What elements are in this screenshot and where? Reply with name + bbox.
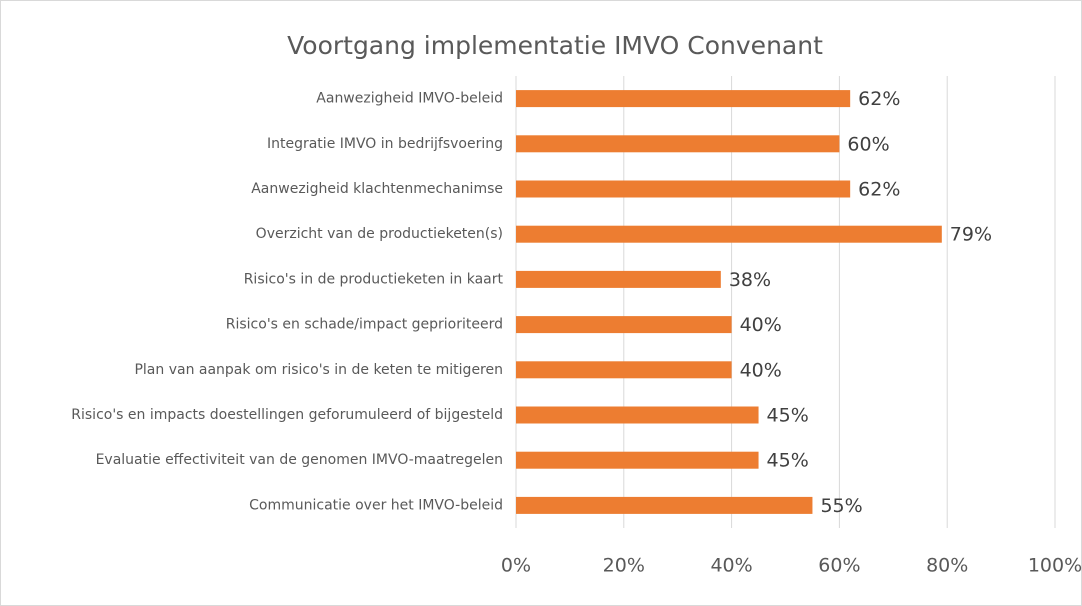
data-label: 79%	[950, 224, 992, 246]
bar	[516, 406, 759, 424]
y-tick-label: Aanwezigheid IMVO-beleid	[316, 91, 503, 107]
data-label: 40%	[740, 314, 782, 336]
data-label: 62%	[858, 179, 900, 201]
bar	[516, 316, 732, 334]
y-tick-label: Aanwezigheid klachtenmechanimse	[251, 181, 503, 197]
y-tick-label: Integratie IMVO in bedrijfsvoering	[267, 136, 503, 152]
data-label: 55%	[820, 495, 862, 517]
bar	[516, 90, 851, 108]
x-tick-label: 100%	[1028, 555, 1082, 577]
data-label: 60%	[847, 133, 889, 155]
data-label: 45%	[767, 450, 809, 472]
y-tick-label: Communicatie over het IMVO-beleid	[249, 497, 503, 513]
bar	[516, 270, 721, 288]
x-tick-label: 80%	[926, 555, 968, 577]
data-label: 45%	[767, 405, 809, 427]
x-tick-label: 20%	[603, 555, 645, 577]
x-tick-label: 60%	[818, 555, 860, 577]
y-tick-label: Risico's en impacts doestellingen geforu…	[71, 407, 503, 423]
data-label: 40%	[740, 359, 782, 381]
chart-title: Voortgang implementatie IMVO Convenant	[287, 31, 823, 60]
x-tick-label: 0%	[501, 555, 531, 577]
y-tick-label: Overzicht van de productieketen(s)	[256, 226, 503, 242]
y-tick-label: Risico's en schade/impact geprioriteerd	[226, 317, 503, 333]
data-label: 62%	[858, 88, 900, 110]
bar	[516, 361, 732, 379]
bar	[516, 180, 851, 198]
y-tick-label: Plan van aanpak om risico's in de keten …	[134, 362, 503, 378]
bar	[516, 225, 942, 243]
data-label: 38%	[729, 269, 771, 291]
bar	[516, 451, 759, 469]
x-tick-label: 40%	[710, 555, 752, 577]
y-tick-label: Evaluatie effectiviteit van de genomen I…	[96, 452, 503, 468]
y-tick-label: Risico's in de productieketen in kaart	[244, 271, 504, 287]
bar	[516, 135, 840, 153]
bar	[516, 496, 813, 514]
